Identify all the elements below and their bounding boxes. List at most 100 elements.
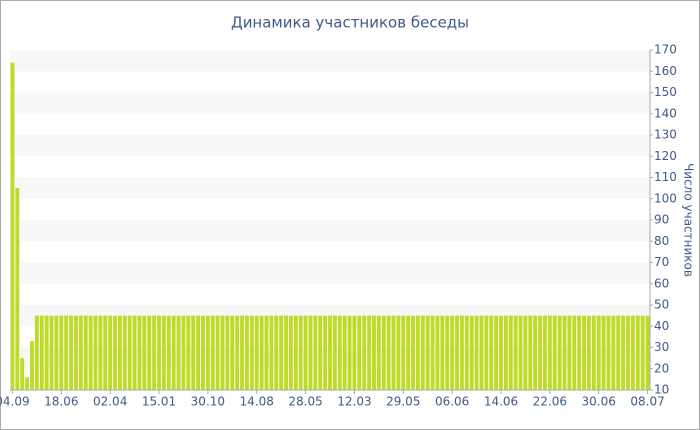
bar [357, 315, 362, 390]
y-tick-label: 50 [654, 298, 669, 312]
bar [406, 315, 411, 390]
bar [39, 315, 44, 390]
grid-band [10, 220, 650, 242]
bar [225, 315, 230, 390]
bar [376, 315, 381, 390]
bar [499, 315, 503, 390]
bar [626, 315, 630, 390]
bar [279, 315, 284, 390]
bar [386, 315, 391, 390]
bar [176, 315, 181, 390]
bar [425, 315, 430, 390]
bar [621, 315, 626, 390]
bar [523, 315, 528, 390]
bar [538, 315, 543, 390]
bar [572, 315, 577, 390]
bar [15, 188, 20, 390]
grid-band [10, 92, 650, 114]
bar [489, 315, 494, 390]
bar [601, 315, 606, 390]
y-tick-label: 150 [654, 85, 677, 99]
x-tick-label: 14.06 [484, 395, 518, 409]
bar [479, 315, 484, 390]
bar [440, 315, 445, 390]
bar [54, 315, 59, 390]
bar [191, 315, 196, 390]
bar [337, 315, 342, 390]
y-tick-label: 120 [654, 149, 677, 163]
bar [313, 315, 318, 390]
bar [367, 315, 372, 390]
bar [127, 315, 132, 390]
y-tick-label: 10 [654, 383, 669, 397]
bar [88, 315, 93, 390]
y-tick-label: 130 [654, 128, 677, 142]
bar [606, 315, 611, 390]
bar [113, 315, 117, 390]
y-axis-label: Число участников [682, 163, 696, 277]
bar [415, 315, 420, 390]
bar [391, 315, 396, 390]
bar [430, 315, 435, 390]
bar [205, 315, 210, 390]
bar [49, 315, 54, 390]
bar [74, 315, 78, 390]
grid-band [10, 50, 650, 72]
bar [220, 315, 225, 390]
bar [264, 315, 269, 390]
bar [411, 315, 416, 390]
y-tick-label: 20 [654, 361, 669, 375]
bar [635, 315, 640, 390]
bar [469, 315, 474, 390]
y-tick-label: 90 [654, 213, 669, 227]
bar [435, 315, 440, 390]
bar [117, 315, 122, 390]
bar [34, 315, 39, 390]
bar [308, 315, 313, 390]
bar [508, 315, 513, 390]
bar [166, 315, 171, 390]
bar [645, 315, 650, 390]
bar [20, 358, 25, 390]
bar [372, 315, 376, 390]
x-tick-label: 18.06 [44, 395, 78, 409]
bar [210, 315, 215, 390]
bar [474, 315, 479, 390]
bar [577, 315, 582, 390]
bar [591, 315, 596, 390]
bar [293, 315, 298, 390]
bar [503, 315, 508, 390]
bar [122, 315, 127, 390]
bar [254, 315, 259, 390]
bar [59, 315, 64, 390]
bar [235, 315, 240, 390]
bar [147, 315, 152, 390]
bar [562, 315, 567, 390]
bar [445, 315, 450, 390]
y-tick-label: 80 [654, 234, 669, 248]
bar [557, 315, 562, 390]
x-tick-label: 06.06 [435, 395, 469, 409]
bar [25, 377, 30, 390]
bar [152, 315, 157, 390]
y-tick-label: 160 [654, 64, 677, 78]
bar [284, 315, 288, 390]
bar [518, 315, 523, 390]
bar [103, 315, 108, 390]
x-tick-label: 15.01 [142, 395, 176, 409]
bar [596, 315, 601, 390]
bar [10, 62, 15, 390]
bar [132, 315, 137, 390]
bar [30, 341, 34, 390]
bar [352, 315, 357, 390]
bar [288, 315, 293, 390]
bar [201, 315, 205, 390]
bar [244, 315, 249, 390]
bar [401, 315, 406, 390]
bar [543, 315, 547, 390]
bar [533, 315, 538, 390]
bar [142, 315, 147, 390]
bar [332, 315, 337, 390]
